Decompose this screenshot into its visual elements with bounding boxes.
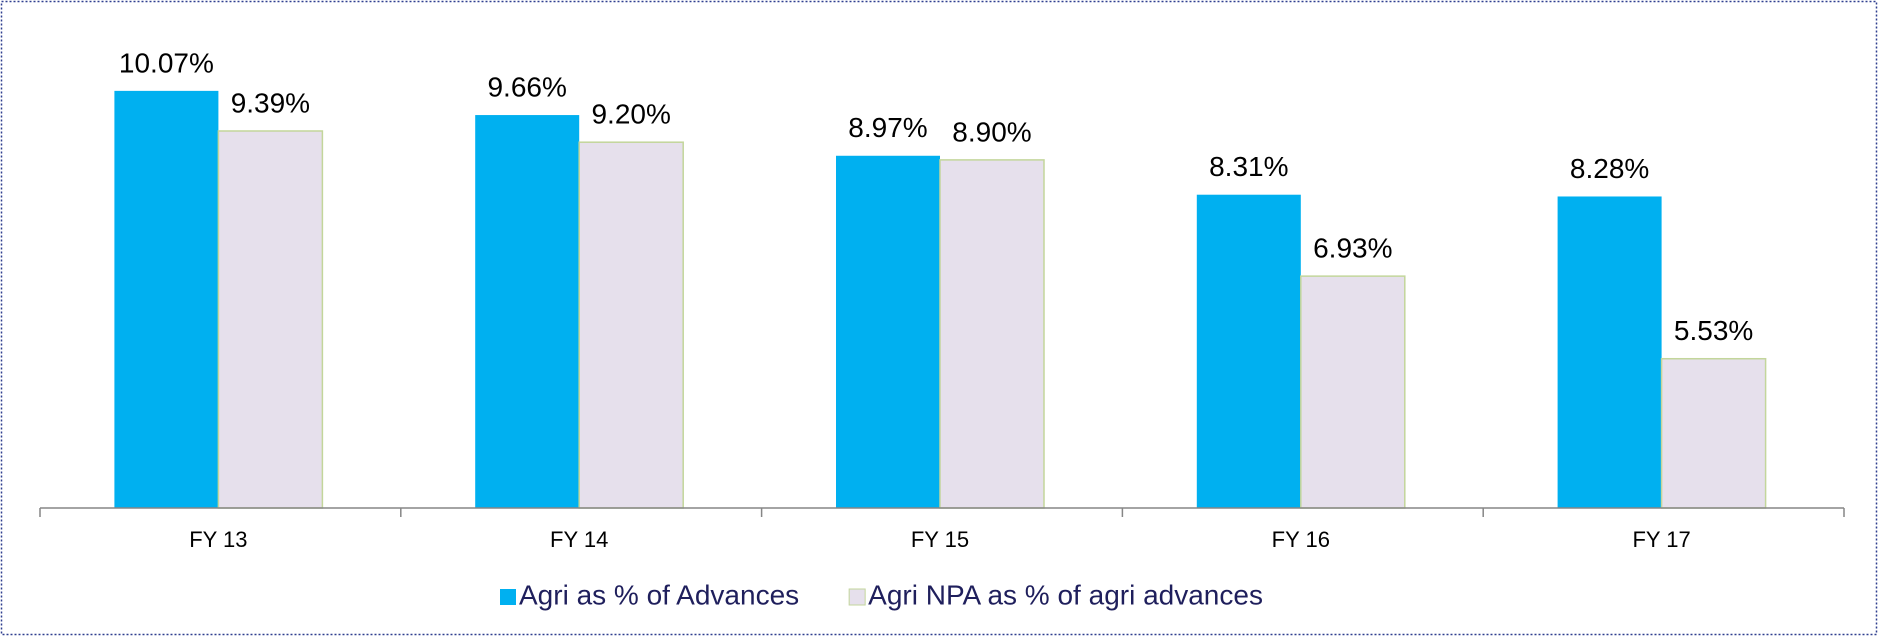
data-label: 9.20% — [591, 99, 670, 130]
data-label: 6.93% — [1313, 233, 1392, 264]
bar — [1300, 275, 1406, 509]
x-tick-label: FY 15 — [911, 527, 969, 552]
data-label: 8.90% — [952, 116, 1031, 147]
x-tick-label: FY 14 — [550, 527, 608, 552]
bar — [114, 90, 219, 509]
bar — [836, 155, 940, 508]
bar — [1557, 196, 1662, 509]
legend-swatch — [848, 588, 866, 606]
bar — [578, 141, 684, 509]
data-label: 8.28% — [1570, 153, 1649, 184]
data-label: 8.31% — [1209, 151, 1288, 182]
bar — [475, 115, 580, 508]
bar — [217, 130, 324, 509]
legend-label: Agri as % of Advances — [519, 579, 799, 610]
data-label: 9.66% — [487, 71, 566, 102]
x-tick-label: FY 17 — [1632, 527, 1690, 552]
bar — [1660, 357, 1767, 509]
data-label: 9.39% — [231, 87, 310, 118]
data-label: 10.07% — [119, 47, 214, 78]
x-tick-label: FY 16 — [1272, 527, 1330, 552]
bar — [1196, 194, 1301, 508]
data-label: 8.97% — [848, 112, 927, 143]
legend-swatch — [500, 589, 516, 605]
bar — [939, 159, 1045, 509]
legend-label: Agri NPA as % of agri advances — [868, 579, 1263, 610]
data-label: 5.53% — [1674, 315, 1753, 346]
x-tick-label: FY 13 — [189, 527, 247, 552]
